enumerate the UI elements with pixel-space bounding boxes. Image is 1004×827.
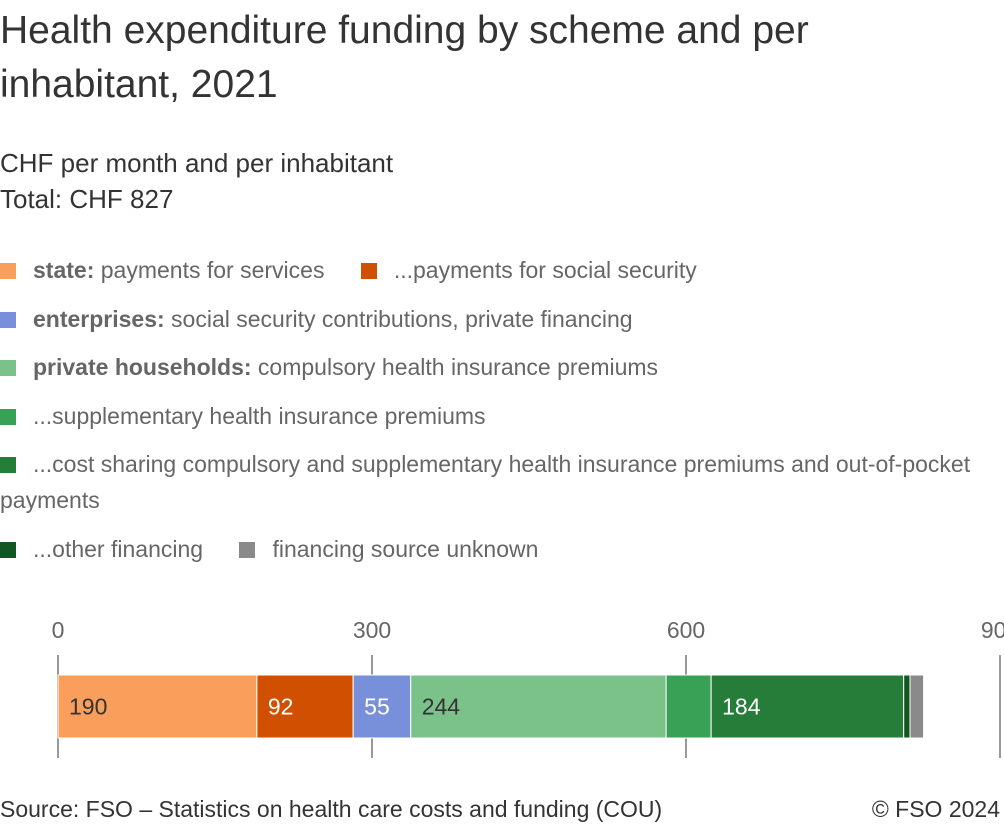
data-label: 184 <box>722 694 761 720</box>
legend: state: payments for services ...payments… <box>0 252 990 579</box>
legend-swatch <box>0 541 16 558</box>
legend-label: ...payments for social security <box>393 257 697 283</box>
bar-segment <box>352 674 412 739</box>
legend-row: private households: compulsory health in… <box>0 349 990 385</box>
legend-row: ...other financing financing source unkn… <box>0 531 990 567</box>
stacked-bar-chart: 0 300 600 900 190 92 55 244 184 <box>52 617 1004 758</box>
data-label: 92 <box>268 694 294 720</box>
legend-row: ...supplementary health insurance premiu… <box>0 398 990 434</box>
data-label: 190 <box>69 694 107 720</box>
x-tick-label: 600 <box>667 617 705 643</box>
legend-group-label: private households: <box>33 354 252 380</box>
copyright: © FSO 2024 <box>871 796 1000 822</box>
legend-group-label: enterprises: <box>33 305 165 332</box>
legend-item-state-social[interactable]: ...payments for social security <box>360 257 697 283</box>
data-label: 244 <box>422 694 461 720</box>
legend-item-state-services[interactable]: state: payments for services <box>0 257 331 283</box>
legend-swatch <box>0 408 16 425</box>
legend-label: financing source unknown <box>272 535 539 562</box>
data-label: 55 <box>364 694 390 720</box>
x-tick-label: 300 <box>353 617 391 643</box>
legend-label: payments for services <box>94 257 325 283</box>
bar-segment <box>903 674 911 739</box>
x-tick-label: 900 <box>981 617 1004 643</box>
chart-title: Health expenditure funding by scheme and… <box>0 9 809 106</box>
legend-label: compulsory health insurance premiums <box>251 354 659 380</box>
legend-label: ...supplementary health insurance premiu… <box>33 402 486 429</box>
legend-item-households-supplementary[interactable]: ...supplementary health insurance premiu… <box>0 403 486 429</box>
legend-item-enterprises[interactable]: enterprises: social security contributio… <box>0 306 633 332</box>
legend-label: ...other financing <box>33 535 204 562</box>
legend-swatch <box>0 457 16 473</box>
subtitle-unit: CHF per month and per inhabitant <box>0 148 394 178</box>
legend-swatch <box>360 263 377 279</box>
legend-row: state: payments for services ...payments… <box>0 252 990 288</box>
legend-item-unknown[interactable]: financing source unknown <box>239 536 538 562</box>
legend-item-households-compulsory[interactable]: private households: compulsory health in… <box>0 354 658 380</box>
legend-swatch <box>0 263 16 279</box>
legend-item-households-cost-sharing[interactable]: ...cost sharing compulsory and supplemen… <box>0 451 970 513</box>
bar-segment <box>410 674 667 739</box>
legend-row: enterprises: social security contributio… <box>0 301 990 337</box>
bar-segment <box>909 674 925 739</box>
legend-swatch <box>0 311 16 328</box>
legend-label: social security contributions, private f… <box>164 305 633 332</box>
source-note: Source: FSO – Statistics on health care … <box>0 796 663 822</box>
legend-row: ...cost sharing compulsory and supplemen… <box>0 446 990 518</box>
x-tick-label: 0 <box>52 617 65 643</box>
subtitle-total: Total: CHF 827 <box>0 184 174 214</box>
legend-swatch <box>239 541 256 558</box>
chart-subtitle: CHF per month and per inhabitant Total: … <box>0 145 393 217</box>
bar-segment <box>57 674 258 739</box>
bar-segment <box>665 674 712 739</box>
legend-swatch <box>0 360 16 376</box>
bar-segment <box>256 674 354 739</box>
legend-group-label: state: <box>33 257 95 283</box>
bar-segment <box>710 674 905 739</box>
legend-label: ...cost sharing compulsory and supplemen… <box>0 451 971 513</box>
legend-item-households-other[interactable]: ...other financing <box>0 536 209 562</box>
